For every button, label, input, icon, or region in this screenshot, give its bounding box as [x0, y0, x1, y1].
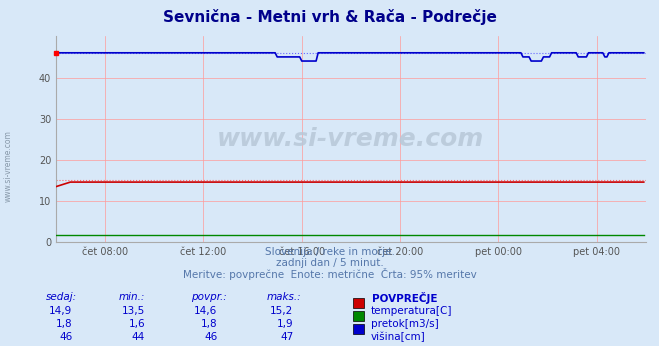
Text: Sevnična - Metni vrh & Rača - Podrečje: Sevnična - Metni vrh & Rača - Podrečje	[163, 9, 496, 25]
Text: 46: 46	[204, 332, 217, 342]
Text: 15,2: 15,2	[270, 306, 293, 316]
Text: POVPREČJE: POVPREČJE	[372, 292, 438, 304]
Text: povpr.:: povpr.:	[191, 292, 227, 302]
Text: 1,8: 1,8	[56, 319, 72, 329]
Text: pretok[m3/s]: pretok[m3/s]	[371, 319, 439, 329]
Text: temperatura[C]: temperatura[C]	[371, 306, 453, 316]
Text: 44: 44	[132, 332, 145, 342]
Text: 14,9: 14,9	[49, 306, 72, 316]
Text: maks.:: maks.:	[267, 292, 302, 302]
Text: Slovenija / reke in morje.: Slovenija / reke in morje.	[264, 247, 395, 257]
Text: 14,6: 14,6	[194, 306, 217, 316]
Text: 1,8: 1,8	[201, 319, 217, 329]
Text: 46: 46	[59, 332, 72, 342]
Text: www.si-vreme.com: www.si-vreme.com	[3, 130, 13, 202]
Text: Meritve: povprečne  Enote: metrične  Črta: 95% meritev: Meritve: povprečne Enote: metrične Črta:…	[183, 268, 476, 280]
Text: zadnji dan / 5 minut.: zadnji dan / 5 minut.	[275, 258, 384, 268]
Text: min.:: min.:	[119, 292, 145, 302]
Text: sedaj:: sedaj:	[46, 292, 77, 302]
Text: višina[cm]: višina[cm]	[371, 332, 426, 343]
Text: 1,9: 1,9	[277, 319, 293, 329]
Text: 13,5: 13,5	[122, 306, 145, 316]
Text: 47: 47	[280, 332, 293, 342]
Text: www.si-vreme.com: www.si-vreme.com	[217, 127, 484, 151]
Text: 1,6: 1,6	[129, 319, 145, 329]
